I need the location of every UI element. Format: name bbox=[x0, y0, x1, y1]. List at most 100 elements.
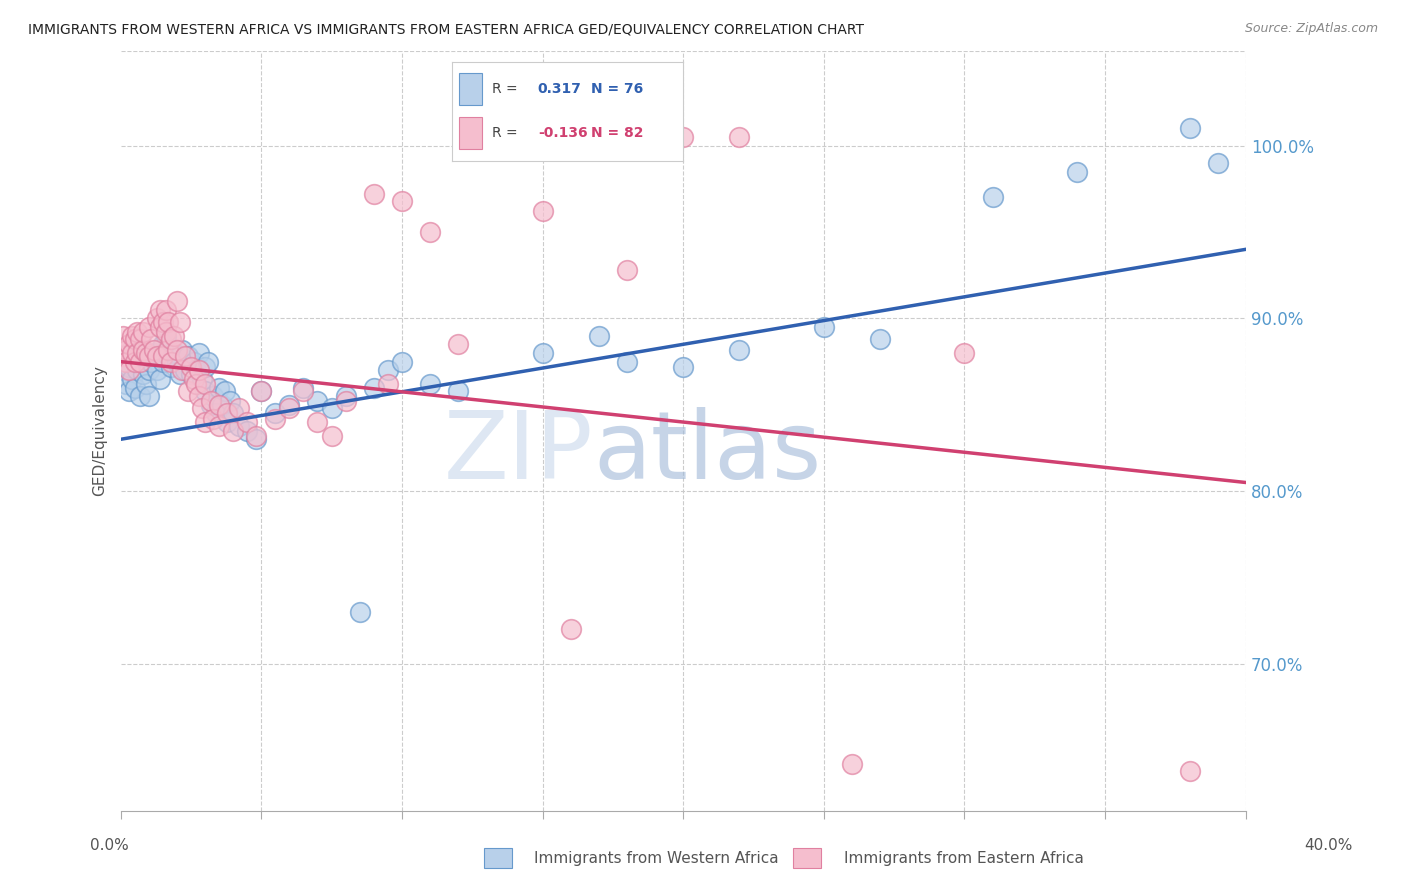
Point bbox=[163, 328, 186, 343]
Point bbox=[953, 346, 976, 360]
Point bbox=[177, 384, 200, 398]
Point bbox=[222, 406, 245, 420]
Point bbox=[132, 367, 155, 381]
Point bbox=[160, 354, 183, 368]
Point bbox=[672, 359, 695, 374]
Point bbox=[186, 377, 208, 392]
Point bbox=[616, 263, 638, 277]
Point bbox=[197, 354, 219, 368]
Point bbox=[208, 418, 231, 433]
Point bbox=[127, 346, 149, 360]
Point bbox=[391, 194, 413, 208]
Point bbox=[391, 354, 413, 368]
Point bbox=[200, 398, 222, 412]
Point bbox=[841, 757, 863, 772]
Point bbox=[169, 315, 191, 329]
Point bbox=[155, 302, 177, 317]
Point bbox=[157, 315, 180, 329]
Point bbox=[132, 343, 155, 357]
Point bbox=[146, 350, 169, 364]
Point bbox=[214, 384, 236, 398]
Point bbox=[157, 350, 180, 364]
Point bbox=[160, 359, 183, 374]
Point bbox=[132, 325, 155, 339]
Point bbox=[264, 411, 287, 425]
Point bbox=[869, 332, 891, 346]
Point bbox=[188, 363, 211, 377]
Point bbox=[149, 302, 172, 317]
Point bbox=[616, 354, 638, 368]
Point bbox=[728, 130, 751, 145]
Point bbox=[115, 343, 138, 357]
Point bbox=[245, 429, 267, 443]
Point bbox=[1178, 121, 1201, 136]
Point bbox=[115, 354, 138, 368]
Point bbox=[174, 363, 197, 377]
Point bbox=[166, 294, 188, 309]
Point bbox=[121, 372, 143, 386]
Point bbox=[138, 350, 160, 364]
Point bbox=[278, 401, 301, 416]
Point bbox=[335, 394, 357, 409]
Point bbox=[981, 190, 1004, 204]
Point bbox=[321, 401, 343, 416]
Point bbox=[183, 372, 205, 386]
Point bbox=[245, 433, 267, 447]
Point bbox=[155, 325, 177, 339]
Point bbox=[138, 363, 160, 377]
Point bbox=[228, 401, 250, 416]
Point bbox=[202, 411, 225, 425]
Point bbox=[447, 384, 470, 398]
Point bbox=[143, 346, 166, 360]
Point bbox=[152, 350, 174, 364]
Y-axis label: GED/Equivalency: GED/Equivalency bbox=[93, 365, 107, 496]
Text: 40.0%: 40.0% bbox=[1305, 838, 1353, 853]
Point bbox=[217, 415, 239, 429]
Point bbox=[191, 372, 214, 386]
Point bbox=[419, 377, 441, 392]
Point bbox=[152, 337, 174, 351]
Point bbox=[129, 389, 152, 403]
Point bbox=[143, 343, 166, 357]
Point bbox=[188, 346, 211, 360]
Point bbox=[160, 332, 183, 346]
Point bbox=[124, 354, 146, 368]
Point bbox=[141, 332, 163, 346]
Point bbox=[118, 363, 141, 377]
Point bbox=[174, 350, 197, 364]
Point bbox=[169, 367, 191, 381]
Point bbox=[127, 325, 149, 339]
Point bbox=[419, 225, 441, 239]
Point bbox=[180, 359, 202, 374]
Point bbox=[349, 605, 371, 619]
Point bbox=[155, 328, 177, 343]
Point bbox=[118, 384, 141, 398]
Point bbox=[208, 380, 231, 394]
Point bbox=[118, 337, 141, 351]
Point bbox=[307, 415, 329, 429]
Point bbox=[112, 350, 135, 364]
Point bbox=[152, 354, 174, 368]
Point bbox=[205, 406, 228, 420]
Point bbox=[211, 398, 233, 412]
Point bbox=[560, 623, 582, 637]
Point bbox=[135, 377, 157, 392]
Point bbox=[112, 363, 135, 377]
Point bbox=[191, 401, 214, 416]
Point bbox=[121, 343, 143, 357]
Point bbox=[127, 363, 149, 377]
Text: Immigrants from Eastern Africa: Immigrants from Eastern Africa bbox=[844, 851, 1084, 865]
Point bbox=[163, 346, 186, 360]
Point bbox=[292, 380, 315, 394]
Point bbox=[180, 367, 202, 381]
Point bbox=[157, 343, 180, 357]
Point bbox=[183, 354, 205, 368]
Point bbox=[335, 389, 357, 403]
Text: 0.0%: 0.0% bbox=[90, 838, 129, 853]
Point bbox=[236, 415, 259, 429]
Point bbox=[138, 389, 160, 403]
Point bbox=[202, 389, 225, 403]
Point bbox=[121, 346, 143, 360]
Point bbox=[172, 363, 194, 377]
Point bbox=[377, 363, 399, 377]
